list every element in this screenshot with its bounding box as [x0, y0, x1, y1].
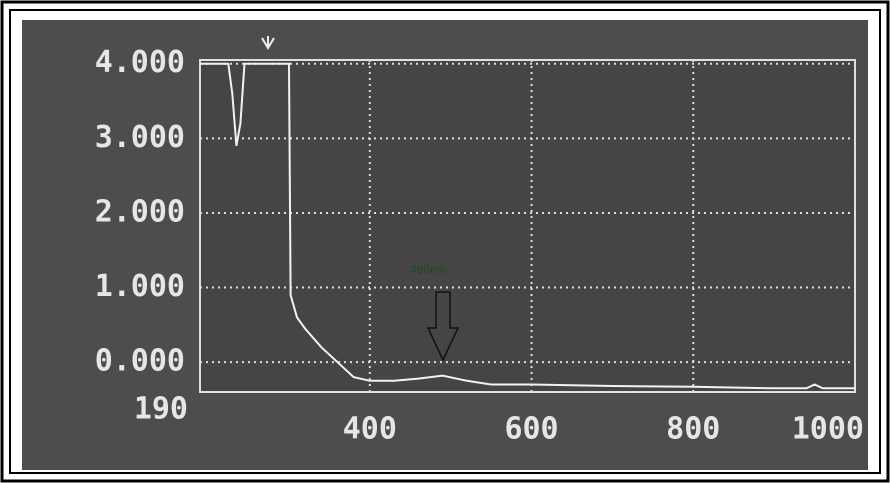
marker-arrow	[261, 36, 275, 50]
y-tick-label: 4.000	[95, 45, 185, 80]
y-tick-label: 3.000	[95, 120, 185, 155]
plot-area	[199, 59, 856, 393]
annotation-arrow	[426, 291, 460, 362]
y-tick-label: 0.000	[95, 344, 185, 379]
y-tick-label: 2.000	[95, 194, 185, 229]
x-tick-label: 190	[134, 392, 188, 427]
spectrum-line	[200, 62, 855, 390]
x-tick-label: 1000	[792, 412, 864, 447]
inner-frame	[9, 9, 881, 474]
x-tick-label: 800	[666, 412, 720, 447]
x-tick-label: 600	[504, 412, 558, 447]
x-tick-label: 400	[343, 412, 397, 447]
y-tick-label: 1.000	[95, 269, 185, 304]
annotation: 490nm	[410, 263, 447, 277]
